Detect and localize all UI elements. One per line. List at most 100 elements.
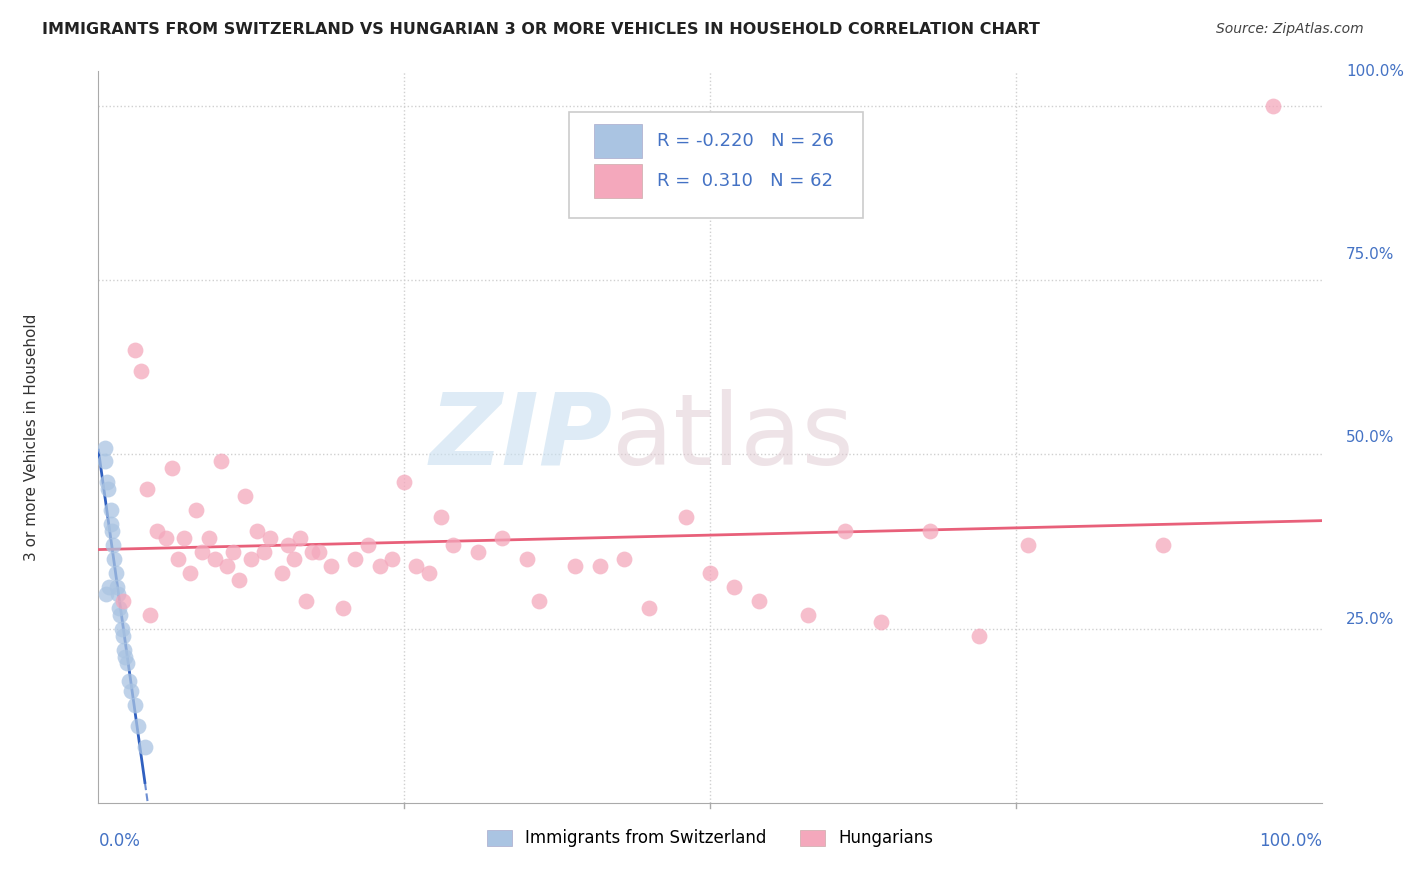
Point (270, 566, 294, 580)
FancyBboxPatch shape (569, 112, 863, 218)
Point (222, 545, 245, 559)
Point (392, 475, 416, 490)
Point (240, 552, 263, 566)
Text: IMMIGRANTS FROM SWITZERLAND VS HUNGARIAN 3 OR MORE VEHICLES IN HOUSEHOLD CORRELA: IMMIGRANTS FROM SWITZERLAND VS HUNGARIAN… (42, 22, 1040, 37)
Point (94, 587, 117, 601)
Point (139, 607, 162, 622)
Point (527, 594, 550, 608)
Point (1261, 99, 1284, 113)
Point (101, 524, 124, 538)
Point (515, 552, 537, 566)
Point (295, 594, 318, 608)
Point (111, 629, 134, 643)
Point (111, 594, 134, 608)
Point (418, 566, 440, 580)
Point (209, 454, 232, 468)
Point (319, 558, 342, 573)
Point (100, 517, 122, 532)
Point (114, 649, 136, 664)
Point (215, 558, 238, 573)
Point (589, 558, 612, 573)
Point (233, 489, 256, 503)
Point (96, 475, 118, 490)
Text: Source: ZipAtlas.com: Source: ZipAtlas.com (1216, 22, 1364, 37)
Point (110, 607, 132, 622)
Point (101, 538, 124, 552)
Point (98, 580, 121, 594)
Point (277, 538, 299, 552)
Point (120, 684, 142, 698)
Point (197, 531, 219, 545)
Point (675, 510, 697, 524)
Point (93, 454, 115, 468)
Point (134, 740, 156, 755)
Point (167, 552, 190, 566)
FancyBboxPatch shape (593, 124, 641, 158)
Point (613, 552, 636, 566)
Point (103, 552, 125, 566)
Text: 3 or more Vehicles in Household: 3 or more Vehicles in Household (24, 313, 38, 561)
Point (160, 461, 183, 475)
Point (252, 545, 274, 559)
Text: atlas: atlas (612, 389, 853, 485)
Point (1152, 538, 1174, 552)
Point (111, 622, 134, 636)
Text: 100.0%: 100.0% (1258, 832, 1322, 850)
Point (467, 545, 489, 559)
Point (834, 524, 856, 538)
Point (967, 629, 990, 643)
Point (797, 607, 820, 622)
Text: 50.0%: 50.0% (1346, 430, 1395, 444)
Text: 0.0%: 0.0% (98, 832, 141, 850)
Point (124, 343, 146, 357)
Point (283, 552, 305, 566)
Point (290, 531, 312, 545)
Point (332, 600, 354, 615)
Point (356, 538, 378, 552)
Point (748, 594, 770, 608)
Point (344, 552, 367, 566)
Point (136, 483, 159, 497)
Point (186, 503, 208, 517)
Point (146, 524, 169, 538)
Point (259, 531, 281, 545)
Point (129, 364, 152, 378)
Text: 75.0%: 75.0% (1346, 247, 1395, 261)
Point (405, 558, 427, 573)
Point (368, 558, 391, 573)
Point (105, 580, 128, 594)
Point (637, 600, 661, 615)
FancyBboxPatch shape (593, 164, 641, 198)
Point (127, 719, 149, 733)
Text: R = -0.220   N = 26: R = -0.220 N = 26 (658, 132, 834, 150)
Point (564, 558, 586, 573)
Point (155, 531, 177, 545)
Point (124, 698, 146, 713)
Point (115, 657, 138, 671)
Point (173, 531, 195, 545)
Point (204, 552, 226, 566)
Legend: Immigrants from Switzerland, Hungarians: Immigrants from Switzerland, Hungarians (481, 822, 939, 854)
Text: ZIP: ZIP (429, 389, 612, 485)
Point (308, 545, 330, 559)
Point (100, 503, 122, 517)
Point (228, 573, 250, 587)
Point (104, 566, 127, 580)
Point (93, 441, 115, 455)
Point (301, 545, 323, 559)
Point (112, 642, 135, 657)
Point (699, 566, 721, 580)
Point (179, 566, 201, 580)
Point (1017, 538, 1039, 552)
Point (491, 531, 513, 545)
Point (246, 524, 269, 538)
Text: 25.0%: 25.0% (1346, 613, 1395, 627)
Point (920, 524, 942, 538)
Point (97, 483, 120, 497)
Text: 100.0%: 100.0% (1346, 64, 1405, 78)
Point (381, 552, 404, 566)
Point (441, 538, 464, 552)
Text: R =  0.310   N = 62: R = 0.310 N = 62 (658, 172, 834, 190)
Point (107, 587, 129, 601)
Point (723, 580, 745, 594)
